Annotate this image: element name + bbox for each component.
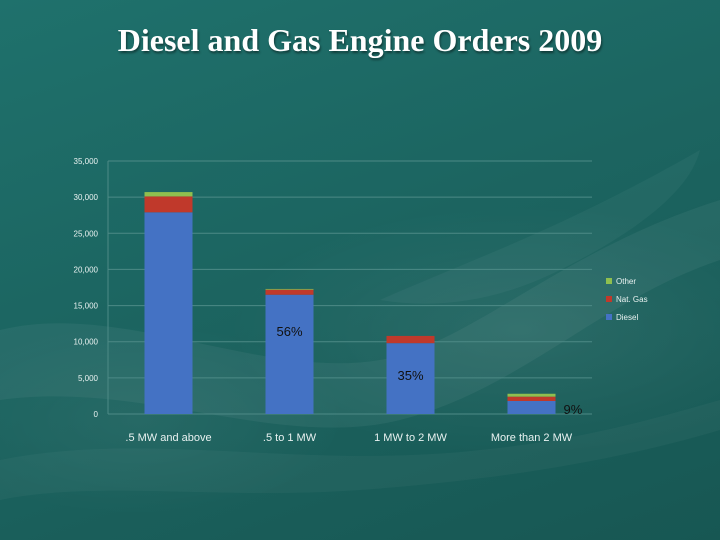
y-tick-label: 10,000 <box>74 338 99 347</box>
x-tick-label: 1 MW to 2 MW <box>374 432 447 444</box>
bar-segment-diesel <box>507 400 556 414</box>
x-tick-label: More than 2 MW <box>491 432 573 444</box>
legend-swatch <box>606 314 612 320</box>
bar-segment-diesel <box>265 294 314 414</box>
x-tick-label: .5 to 1 MW <box>263 432 317 444</box>
bar-segment-nat-gas <box>144 196 193 213</box>
data-label: 56% <box>276 324 302 339</box>
bar-segment-other <box>507 393 556 397</box>
legend-label: Nat. Gas <box>616 295 648 304</box>
y-tick-label: 35,000 <box>74 157 99 166</box>
bar-segment-nat-gas <box>386 335 435 344</box>
bar-segment-other <box>265 288 314 290</box>
x-tick-label: .5 MW and above <box>125 432 211 444</box>
bar-segment-nat-gas <box>507 396 556 401</box>
y-tick-label: 0 <box>94 410 99 419</box>
y-tick-label: 15,000 <box>74 302 99 311</box>
legend-label: Other <box>616 277 636 286</box>
bar-segment-other <box>144 192 193 197</box>
data-label: 9% <box>564 402 583 417</box>
data-label: 35% <box>397 368 423 383</box>
y-tick-label: 5,000 <box>78 374 99 383</box>
bar-segment-nat-gas <box>265 289 314 295</box>
chart-title: Diesel and Gas Engine Orders 2009 <box>117 22 603 58</box>
legend-swatch <box>606 278 612 284</box>
bar-segment-diesel <box>144 212 193 414</box>
bar-segment-diesel <box>386 343 435 414</box>
legend-swatch <box>606 296 612 302</box>
legend-label: Diesel <box>616 313 638 322</box>
y-tick-label: 20,000 <box>74 265 99 274</box>
y-tick-label: 30,000 <box>74 193 99 202</box>
y-tick-label: 25,000 <box>74 229 99 238</box>
